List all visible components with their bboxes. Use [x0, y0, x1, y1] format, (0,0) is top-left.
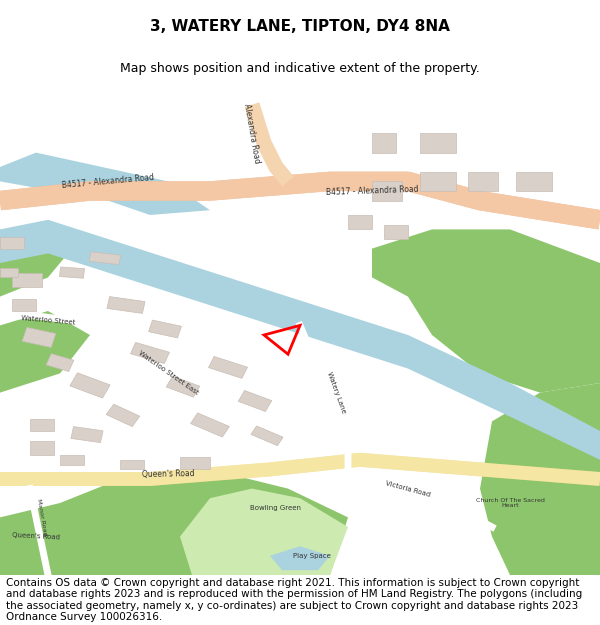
FancyBboxPatch shape: [238, 391, 272, 411]
FancyBboxPatch shape: [209, 356, 247, 378]
FancyBboxPatch shape: [468, 172, 498, 191]
Text: Waterloo Street East: Waterloo Street East: [137, 351, 199, 396]
FancyBboxPatch shape: [420, 172, 456, 191]
Text: Queen's Road: Queen's Road: [142, 469, 194, 479]
FancyBboxPatch shape: [30, 419, 54, 431]
FancyBboxPatch shape: [251, 426, 283, 446]
Text: Queen's Road: Queen's Road: [12, 532, 60, 541]
Text: Manor Road: Manor Road: [36, 499, 48, 536]
Polygon shape: [0, 311, 90, 392]
FancyBboxPatch shape: [420, 133, 456, 152]
FancyBboxPatch shape: [149, 320, 181, 338]
Text: Waterloo Street: Waterloo Street: [20, 315, 76, 326]
FancyBboxPatch shape: [180, 458, 210, 469]
FancyBboxPatch shape: [60, 455, 84, 464]
Polygon shape: [0, 239, 72, 297]
FancyBboxPatch shape: [372, 181, 402, 201]
FancyBboxPatch shape: [120, 460, 144, 469]
FancyBboxPatch shape: [516, 172, 552, 191]
FancyBboxPatch shape: [0, 237, 24, 249]
Polygon shape: [270, 546, 330, 570]
FancyBboxPatch shape: [166, 376, 200, 397]
Text: Victoria Road: Victoria Road: [385, 480, 431, 498]
FancyBboxPatch shape: [12, 272, 42, 287]
FancyBboxPatch shape: [348, 215, 372, 229]
FancyBboxPatch shape: [71, 427, 103, 442]
Polygon shape: [0, 469, 348, 575]
FancyBboxPatch shape: [89, 252, 121, 264]
FancyBboxPatch shape: [384, 224, 408, 239]
Text: B4517 - Alexandra Road: B4517 - Alexandra Road: [326, 185, 418, 197]
Polygon shape: [0, 152, 210, 215]
FancyBboxPatch shape: [106, 404, 140, 427]
FancyBboxPatch shape: [46, 354, 74, 371]
Text: 3, WATERY LANE, TIPTON, DY4 8NA: 3, WATERY LANE, TIPTON, DY4 8NA: [150, 19, 450, 34]
Text: Play Space: Play Space: [293, 552, 331, 559]
FancyBboxPatch shape: [131, 342, 169, 364]
Text: Map shows position and indicative extent of the property.: Map shows position and indicative extent…: [120, 62, 480, 75]
Text: Alexandra Road: Alexandra Road: [242, 102, 262, 164]
FancyBboxPatch shape: [59, 267, 85, 278]
Polygon shape: [0, 220, 600, 460]
FancyBboxPatch shape: [372, 133, 396, 152]
Polygon shape: [480, 383, 600, 575]
FancyBboxPatch shape: [191, 413, 229, 437]
FancyBboxPatch shape: [30, 441, 54, 455]
Text: Bowling Green: Bowling Green: [251, 505, 302, 511]
Text: B4517 - Alexandra Road: B4517 - Alexandra Road: [61, 173, 155, 190]
FancyBboxPatch shape: [107, 297, 145, 313]
FancyBboxPatch shape: [22, 328, 56, 348]
Text: Church Of The Sacred
Heart: Church Of The Sacred Heart: [476, 498, 544, 508]
FancyBboxPatch shape: [12, 299, 36, 311]
Polygon shape: [372, 229, 600, 392]
FancyBboxPatch shape: [70, 372, 110, 398]
FancyBboxPatch shape: [0, 268, 18, 278]
Text: Contains OS data © Crown copyright and database right 2021. This information is : Contains OS data © Crown copyright and d…: [6, 578, 582, 622]
Text: Watery Lane: Watery Lane: [326, 371, 346, 414]
Polygon shape: [180, 489, 348, 575]
